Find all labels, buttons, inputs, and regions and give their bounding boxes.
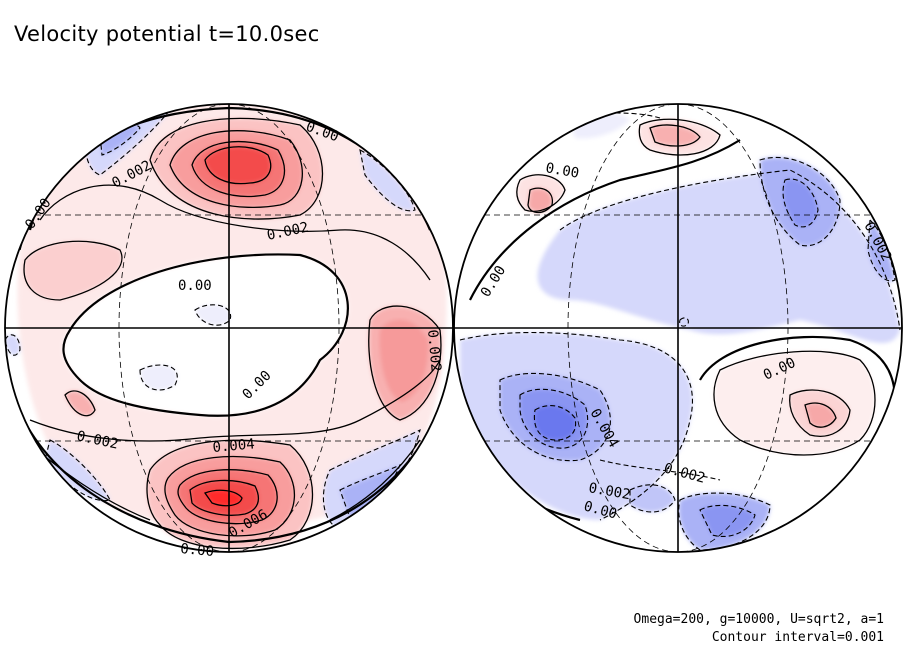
- contour-label: 0.00: [544, 160, 580, 182]
- plot-title: Velocity potential t=10.0sec: [14, 22, 320, 46]
- right-hemisphere: [453, 103, 903, 553]
- contour-label: 0.00: [178, 278, 212, 294]
- left-hemisphere: [4, 103, 454, 553]
- contour-interval-note: Contour interval=0.001: [711, 630, 884, 645]
- contour-label: 0.002: [424, 329, 444, 372]
- contour-label: 0.00: [180, 541, 215, 560]
- model-parameters: Omega=200, g=10000, U=sqrt2, a=1: [633, 612, 884, 627]
- right-shading: [454, 104, 902, 552]
- contour-label: 0.002: [587, 480, 631, 503]
- contour-label: 0.004: [212, 436, 255, 456]
- left-shading: [5, 104, 453, 552]
